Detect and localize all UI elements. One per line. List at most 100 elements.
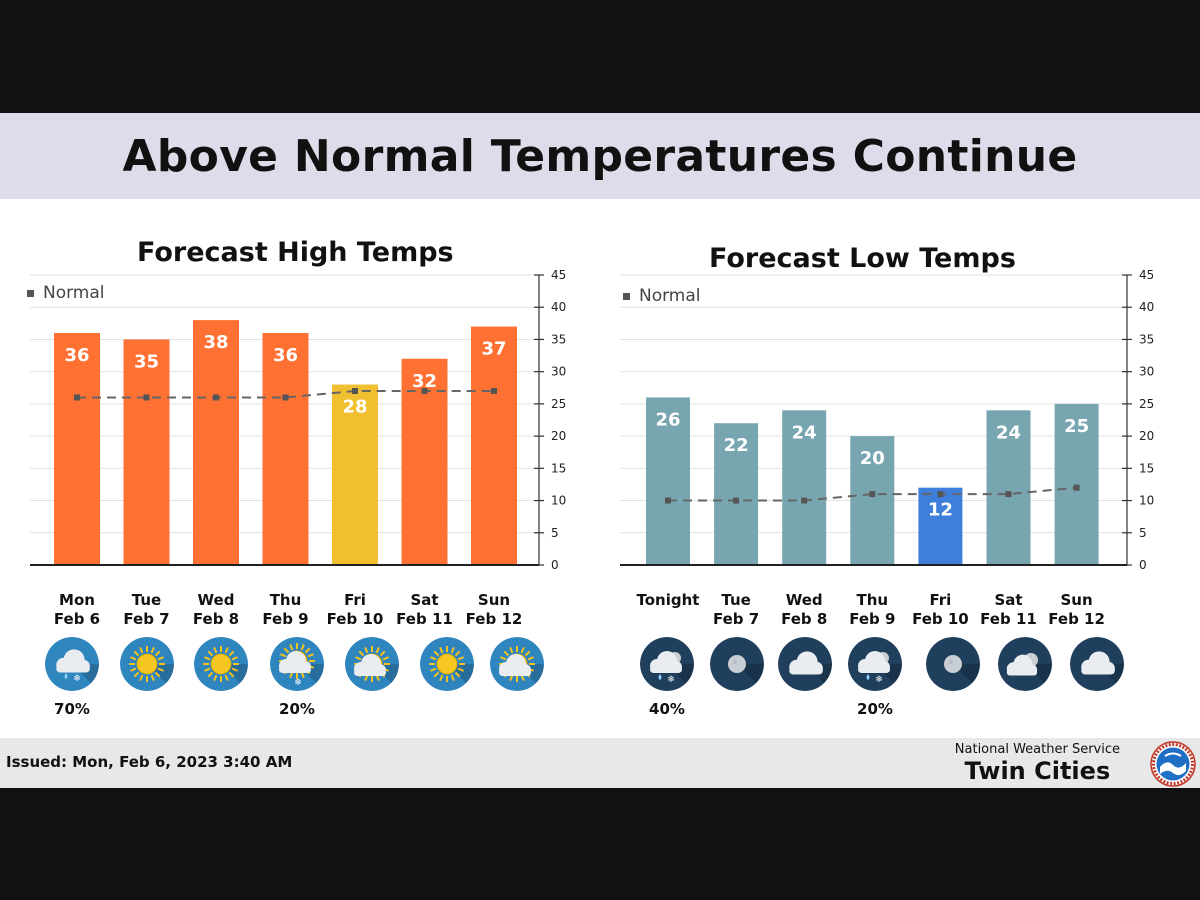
day-date: Feb 7 [712,610,760,628]
night-cloudy-icon [1070,637,1124,691]
normal-point [665,497,671,504]
bar [332,384,378,565]
day-label: Thu Feb 9 [837,591,907,629]
normal-point [282,394,289,401]
day-name: Tonight [636,591,700,609]
day-date: Feb 9 [849,610,896,628]
bar [262,333,309,565]
high-temps-legend: Normal [27,283,105,303]
svg-text:❄: ❄ [667,675,675,685]
y-tick-label: 30 [1139,365,1154,379]
day-name: Thu [269,591,302,609]
normal-legend-label: Normal [639,286,701,306]
day-date: Feb 11 [980,610,1037,628]
y-tick-label: 0 [1139,558,1147,572]
normal-point [421,388,428,394]
high-temps-chart: Forecast High Temps Normal 0 5 10 15 20 25 30 3… [0,113,590,733]
bar [123,339,170,565]
normal-point [213,394,219,401]
office-name: National Weather Service Twin Cities [955,742,1120,784]
day-name: Thu [856,591,889,609]
day-label: Sun Feb 12 [459,591,529,629]
day-date: Feb 12 [1048,610,1105,628]
low-temps-chart: Forecast Low Temps Normal 0 5 10 15 20 25 30 35… [590,113,1200,733]
day-date: Feb 10 [912,610,969,628]
day-date: Feb 8 [781,610,828,628]
day-name: Sat [410,591,439,609]
normal-point [801,497,808,504]
forecast-graphic: Above Normal Temperatures Continue Forec… [0,113,1200,788]
bar-value-label: 24 [996,422,1021,443]
night-cloudy-snow-icon: ❄ [848,637,902,691]
day-name: Tue [131,591,162,609]
night-moon-icon [926,637,980,691]
bar-value-label: 12 [928,500,953,521]
normal-point [937,491,944,498]
bar [471,326,517,565]
bar [646,397,690,565]
bar-value-label: 25 [1064,416,1089,437]
normal-point [733,497,740,504]
bar [782,410,827,565]
day-label: Sat Feb 11 [390,591,460,629]
low-temps-title: Forecast Low Temps [709,243,1016,274]
bar-value-label: 36 [64,345,89,366]
y-tick-label: 5 [551,526,559,540]
partly-sunny-icon [345,637,399,691]
bar-value-label: 32 [412,371,437,392]
bar [986,410,1031,565]
y-tick-label: 25 [1139,397,1154,411]
svg-text:❄: ❄ [294,678,302,688]
office-city: Twin Cities [964,757,1111,785]
y-tick-label: 20 [551,429,566,443]
y-tick-label: 35 [551,332,566,346]
footer: Issued: Mon, Feb 6, 2023 3:40 AM Nationa… [0,738,1200,788]
normal-legend-swatch [27,289,34,297]
bar-value-label: 20 [860,448,885,469]
y-tick-label: 10 [1139,494,1154,508]
day-name: Tue [721,591,751,609]
normal-point [869,491,876,498]
day-date: Feb 9 [262,610,309,628]
y-tick-label: 45 [1139,268,1154,282]
normal-legend-label: Normal [43,283,105,303]
day-label: Tonight [633,591,703,610]
bar [54,333,100,565]
bar-value-label: 22 [724,435,749,456]
title-banner: Above Normal Temperatures Continue [0,113,1200,199]
day-label: Sat Feb 11 [974,591,1044,629]
high-temps-title: Forecast High Temps [137,237,454,268]
day-name: Wed [785,591,823,609]
y-tick-label: 45 [551,268,566,282]
day-label: Thu Feb 9 [251,591,321,629]
night-moon-icon [710,637,764,691]
agency-label: National Weather Service [954,742,1120,757]
cloudy-snow-icon: ❄ [45,637,99,691]
normal-point [1005,491,1012,498]
normal-legend-swatch [623,292,630,300]
day-label: Tue Feb 7 [112,591,182,629]
page-title: Above Normal Temperatures Continue [122,130,1078,182]
low-chart-svg: 0 5 10 15 20 25 30 35 40 45 26 22 24 20 12 24 25 [620,268,1154,572]
normal-point [352,388,358,394]
issued-timestamp: Issued: Mon, Feb 6, 2023 3:40 AM [6,753,293,771]
day-date: Feb 7 [123,610,170,628]
day-date: Feb 6 [53,610,101,628]
day-name: Fri [929,591,952,609]
low-temps-legend: Normal [623,286,701,306]
bar-value-label: 35 [134,351,159,372]
day-name: Wed [197,591,235,609]
bar-value-label: 37 [481,339,506,360]
svg-text:❄: ❄ [875,675,883,685]
precip-chance: 40% [649,700,685,718]
y-tick-label: 15 [1139,461,1154,475]
bar-value-label: 26 [655,409,680,430]
normal-point [491,388,497,394]
sunny-icon [120,637,174,691]
y-tick-label: 35 [1139,332,1154,346]
y-tick-label: 40 [551,300,566,314]
day-label: Fri Feb 10 [320,591,390,629]
day-name: Sun [1060,591,1093,609]
normal-point [1073,484,1080,491]
night-cloudy-snow-icon: ❄ [640,637,694,691]
